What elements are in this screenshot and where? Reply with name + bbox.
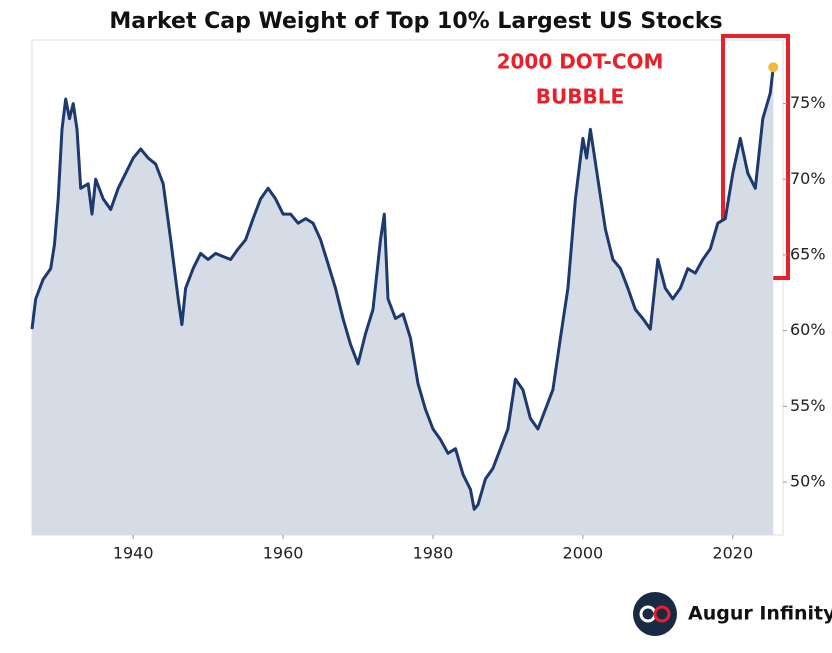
source: Augur Infinity [688, 603, 832, 625]
y-tick-label: 75% [790, 93, 826, 112]
annotation: BUBBLE [536, 85, 624, 109]
y-tick-label: 60% [790, 320, 826, 339]
area [32, 67, 774, 535]
x-tick-label: 1960 [263, 544, 304, 563]
y-tick-label: 70% [790, 169, 826, 188]
y-tick-label: 55% [790, 396, 826, 415]
x-tick-label: 1940 [113, 544, 154, 563]
line [30, 67, 775, 511]
annotation: 2000 DOT-COM [497, 50, 664, 74]
chart-title: Market Cap Weight of Top 10% Largest US … [109, 9, 722, 34]
last-point [768, 62, 779, 73]
logo-ring [653, 605, 671, 623]
x-tick-label: 1980 [413, 544, 454, 563]
y-tick-label: 50% [790, 472, 826, 491]
y-tick-label: 65% [790, 244, 826, 263]
x-tick-label: 2000 [563, 544, 604, 563]
x-tick-label: 2020 [712, 544, 753, 563]
